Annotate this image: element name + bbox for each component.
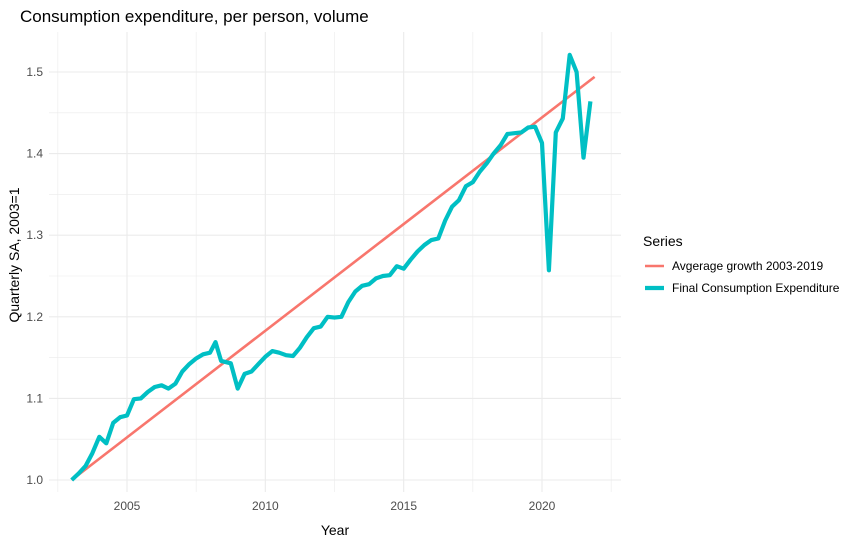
y-tick-label: 1.3 bbox=[26, 228, 43, 242]
x-axis-ticks: 2005 2010 2015 2020 bbox=[114, 499, 556, 513]
y-axis-title: Quarterly SA, 2003=1 bbox=[6, 187, 22, 322]
y-tick-label: 1.0 bbox=[26, 473, 43, 487]
y-axis-ticks: 1.0 1.1 1.2 1.3 1.4 1.5 bbox=[26, 65, 43, 487]
x-axis-title: Year bbox=[321, 522, 350, 538]
y-tick-label: 1.2 bbox=[26, 310, 43, 324]
chart-title: Consumption expenditure, per person, vol… bbox=[20, 7, 369, 26]
legend-label-average-growth-line: Avgerage growth 2003-2019 bbox=[672, 259, 824, 273]
series-lines bbox=[70, 52, 596, 482]
y-tick-label: 1.1 bbox=[26, 391, 43, 405]
legend-title: Series bbox=[643, 233, 683, 249]
grid bbox=[49, 32, 621, 492]
x-tick-label: 2015 bbox=[390, 499, 417, 513]
average-growth-line bbox=[70, 75, 596, 482]
y-tick-label: 1.5 bbox=[26, 65, 43, 79]
final-consumption-line bbox=[70, 52, 593, 482]
x-tick-label: 2020 bbox=[529, 499, 556, 513]
x-tick-label: 2005 bbox=[114, 499, 141, 513]
y-tick-label: 1.4 bbox=[26, 147, 43, 161]
x-tick-label: 2010 bbox=[252, 499, 279, 513]
legend: Series Avgerage growth 2003-2019 Final Co… bbox=[643, 233, 840, 295]
legend-label-final-consumption-line: Final Consumption Expenditure bbox=[672, 281, 840, 295]
